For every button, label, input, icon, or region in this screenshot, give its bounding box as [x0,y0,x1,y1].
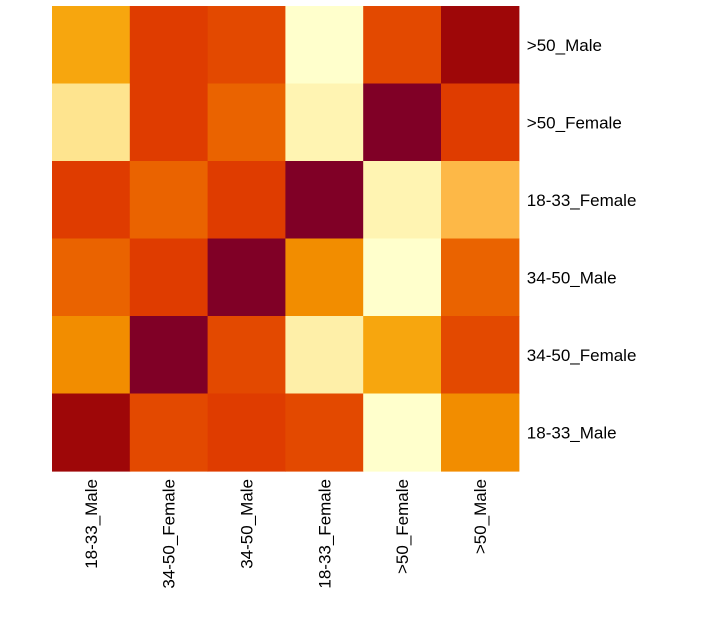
heatmap-cell [207,83,286,162]
heatmap-cell [363,6,442,85]
column-label: 18-33_Female [315,479,334,589]
heatmap-cell [129,238,209,317]
heatmap-cell [129,161,209,240]
heatmap-cell [129,316,209,395]
column-labels: 18-33_Male 34-50_Female 34-50_Male 18-33_Fe… [82,479,490,589]
heatmap-cell [285,238,364,317]
heatmap-cell [207,238,286,317]
heatmap-cell [363,83,442,162]
heatmap-cell [129,6,209,85]
column-label: >50_Male [471,479,490,554]
heatmap-cell [441,238,520,317]
heatmap-cell [441,393,520,472]
row-label: 34-50_Male [527,268,617,287]
heatmap-cell [285,161,364,240]
row-label: >50_Female [527,113,622,132]
heatmap-cell [441,316,520,395]
heatmap-cells [52,6,520,472]
row-label: 18-33_Male [527,423,617,442]
heatmap-cell [285,83,364,162]
column-label: 34-50_Female [160,479,179,589]
heatmap-cell [52,161,131,240]
column-label: >50_Female [393,479,412,574]
heatmap-cell [363,161,442,240]
heatmap-cell [52,316,131,395]
heatmap-cell [207,6,286,85]
heatmap-cell [363,393,442,472]
heatmap-cell [363,238,442,317]
heatmap-cell [52,393,131,472]
row-label: 34-50_Female [527,346,637,365]
row-label: >50_Male [527,36,602,55]
heatmap-cell [207,161,286,240]
heatmap-cell [207,393,286,472]
heatmap-cell [207,316,286,395]
heatmap-cell [441,6,520,85]
row-label: 18-33_Female [527,191,637,210]
heatmap-cell [52,6,131,85]
heatmap-cell [285,316,364,395]
heatmap-cell [129,393,209,472]
row-labels: >50_Male >50_Female 18-33_Female 34-50_Male… [527,36,637,443]
heatmap-cell [52,83,131,162]
heatmap-cell [285,6,364,85]
heatmap-cell [441,83,520,162]
heatmap-cell [441,161,520,240]
heatmap-cell [52,238,131,317]
column-label: 34-50_Male [238,479,257,569]
heatmap-cell [363,316,442,395]
column-label: 18-33_Male [82,479,101,569]
heatmap-cell [129,83,209,162]
heatmap-cell [285,393,364,472]
